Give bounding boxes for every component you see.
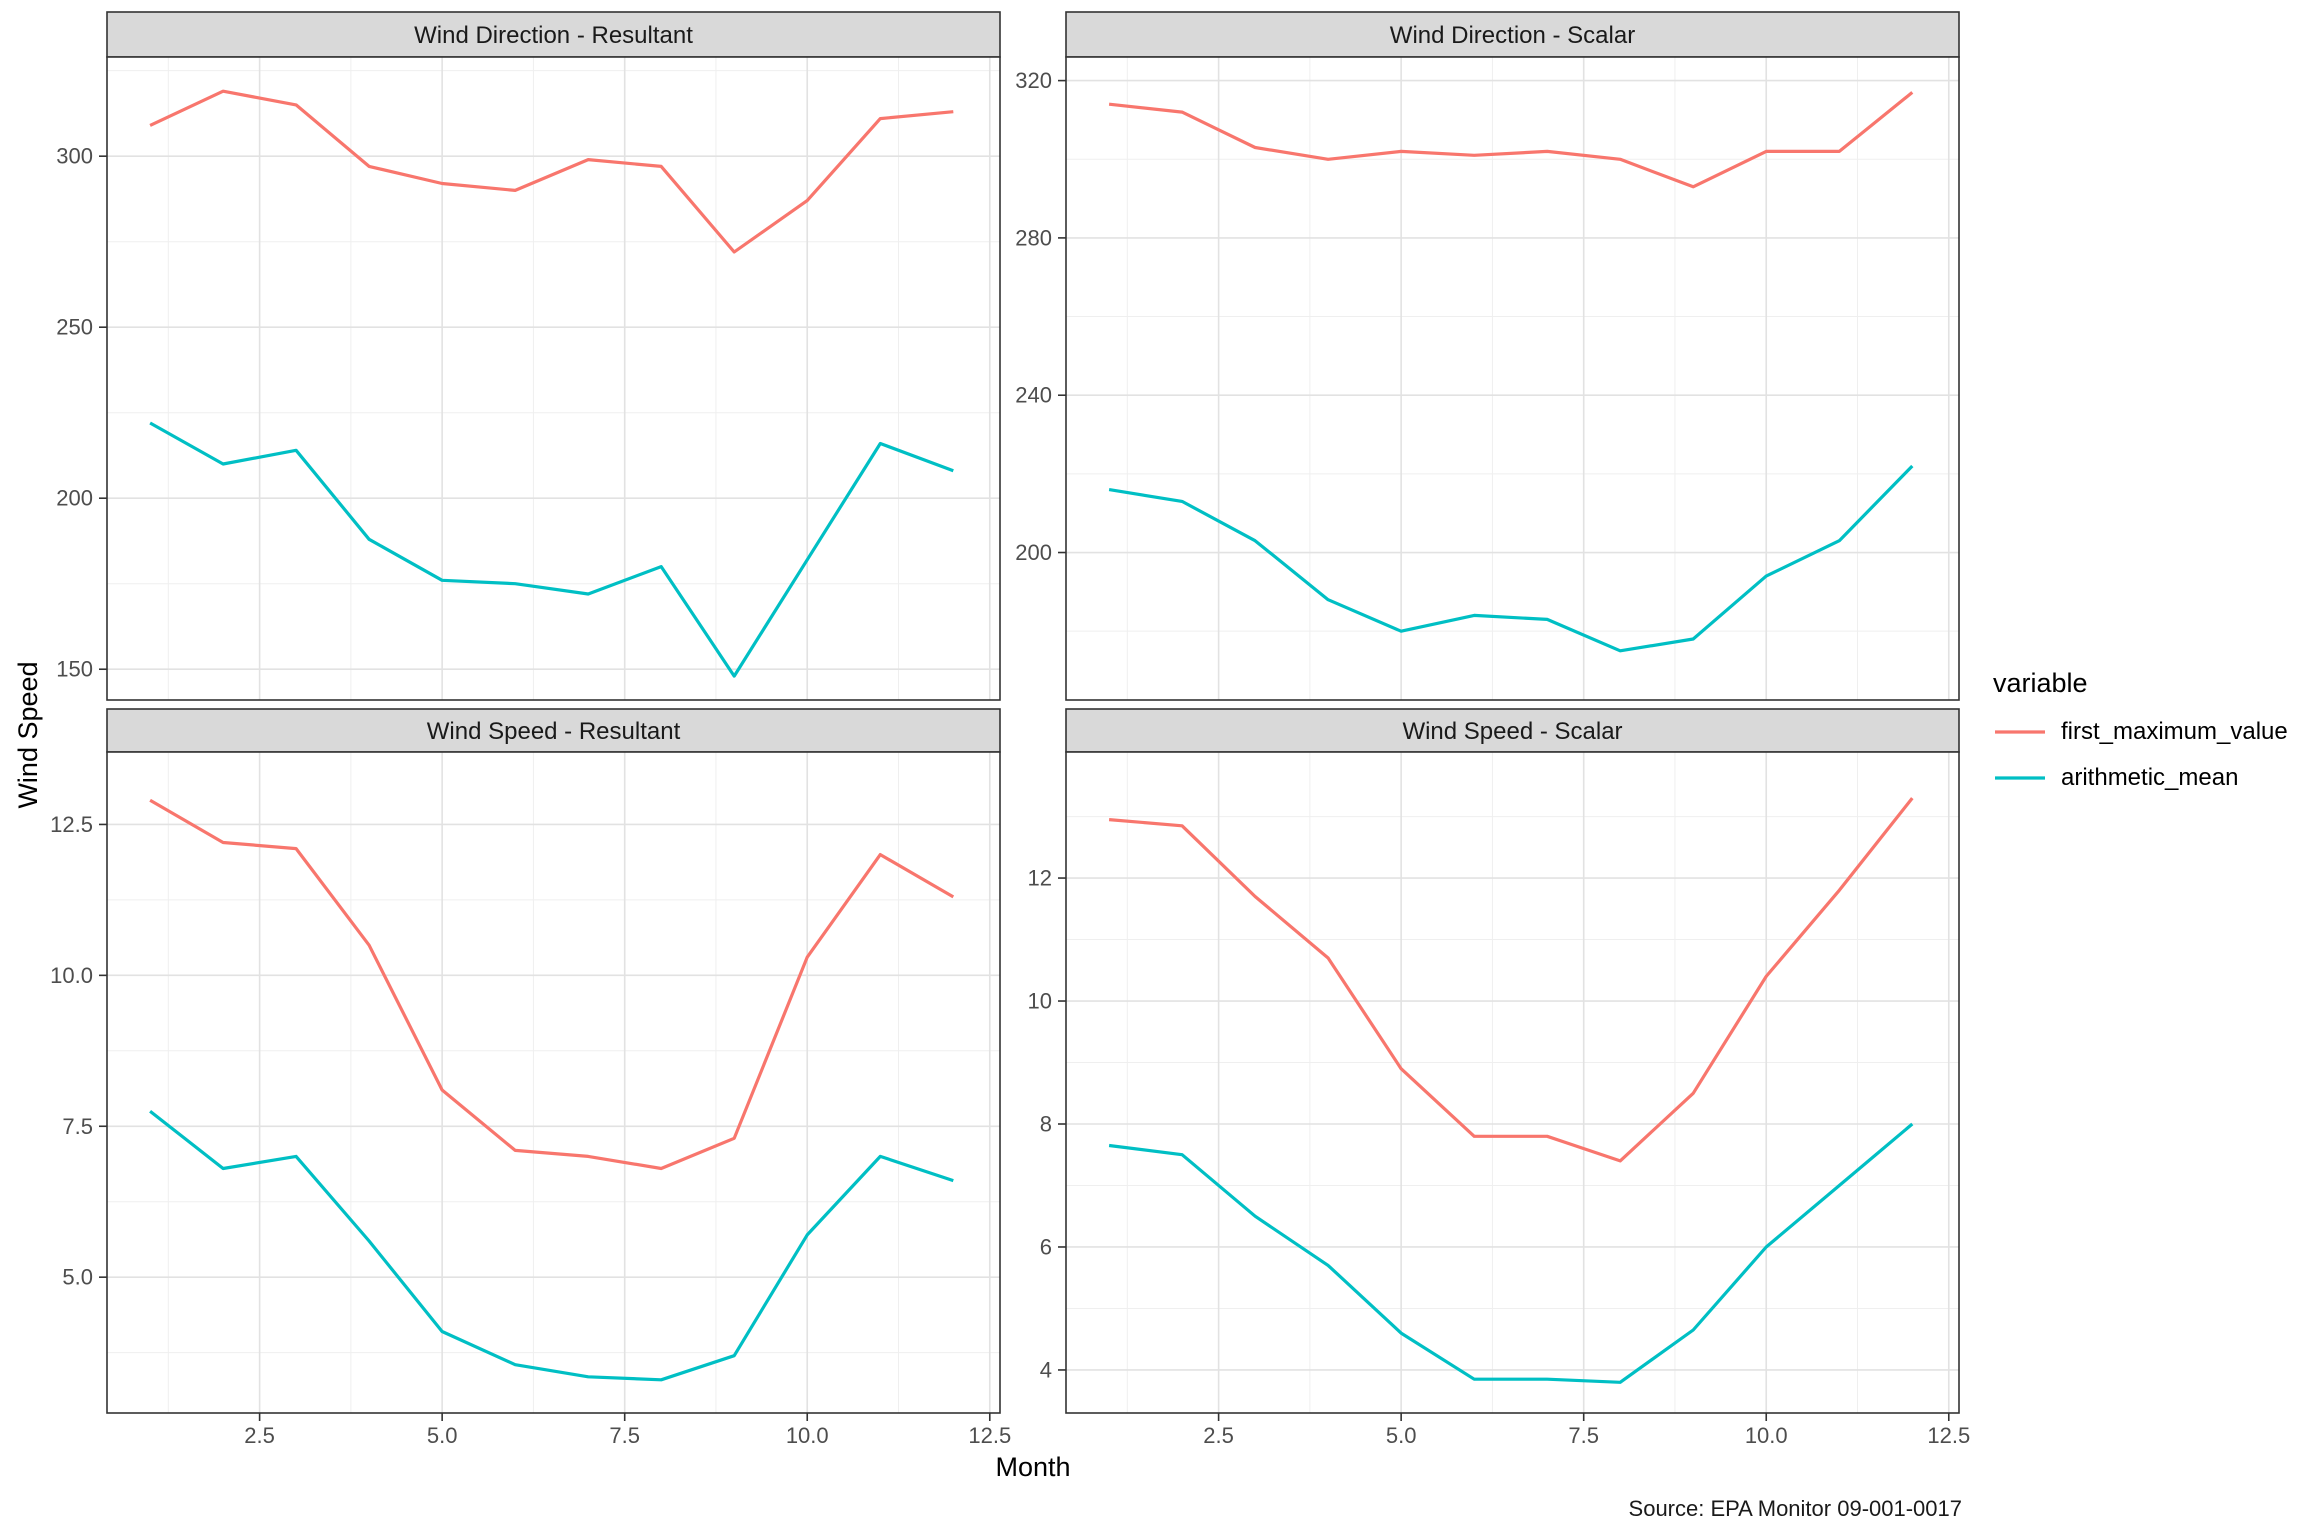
legend-key-line-arithmetic-mean	[1995, 776, 2045, 780]
series-line-arithmetic-mean	[149, 1109, 954, 1382]
x-axis-title: Month	[995, 1452, 1071, 1482]
panel-background	[1066, 752, 1959, 1413]
y-tick-label: 5.0	[62, 1265, 93, 1290]
legend: variable first_maximum_value arithmetic_…	[1993, 668, 2304, 809]
facet-wind-direction-resultant: Wind Direction - Resultant 150 200 250 300	[56, 11, 1001, 701]
y-tick-label: 320	[1015, 68, 1052, 93]
x-tick-label: 10.0	[1745, 1423, 1788, 1448]
legend-item-arithmetic-mean: arithmetic_mean	[1993, 763, 2304, 793]
y-tick-label: 12	[1028, 866, 1052, 891]
x-tick-label: 12.5	[1927, 1423, 1970, 1448]
series-line-first-maximum-value	[149, 89, 954, 254]
legend-item-first-maximum-value: first_maximum_value	[1993, 717, 2304, 747]
x-tick-label: 10.0	[786, 1423, 829, 1448]
x-tick-label: 2.5	[244, 1423, 275, 1448]
panel-background	[107, 57, 1000, 700]
facet-wind-direction-scalar: Wind Direction - Scalar 200 240 280 320	[1015, 11, 1960, 701]
legend-label-first-maximum-value: first_maximum_value	[2061, 718, 2288, 745]
x-tick-label: 5.0	[427, 1423, 458, 1448]
series-line-first-maximum-value	[1108, 91, 1914, 189]
strip-title-wind-speed-scalar: Wind Speed - Scalar	[1402, 718, 1622, 745]
strip-title-wind-speed-resultant: Wind Speed - Resultant	[427, 718, 681, 745]
series-line-first-maximum-value	[149, 798, 955, 1171]
series-line-arithmetic-mean	[1108, 1122, 1914, 1384]
panel-border	[1065, 56, 1960, 701]
legend-title: variable	[1993, 668, 2088, 698]
panel-background	[107, 752, 1000, 1413]
y-tick-label: 200	[1015, 540, 1052, 565]
panel-border	[106, 751, 1001, 1414]
facet-strip	[106, 11, 1001, 58]
y-tick-label: 7.5	[62, 1114, 93, 1139]
facet-wind-speed-scalar: Wind Speed - Scalar 4 6 8 10 12 2.5 5.0 7.5 10.0 1…	[1028, 708, 1970, 1448]
panel-background	[1066, 57, 1959, 700]
y-tick-label: 6	[1040, 1234, 1052, 1259]
y-tick-label: 10.0	[50, 963, 93, 988]
panel-border	[106, 56, 1001, 701]
source-caption: Source: EPA Monitor 09-001-0017	[1628, 1496, 1962, 1521]
y-tick-label: 250	[56, 315, 93, 340]
strip-title-wind-direction-scalar: Wind Direction - Scalar	[1390, 22, 1635, 49]
y-tick-label: 12.5	[50, 812, 93, 837]
y-tick-label: 150	[56, 657, 93, 682]
x-tick-label: 7.5	[1568, 1423, 1599, 1448]
series-line-first-maximum-value	[1108, 797, 1914, 1163]
y-tick-label: 8	[1040, 1112, 1052, 1137]
y-tick-label: 4	[1040, 1357, 1052, 1382]
y-tick-label: 200	[56, 486, 93, 511]
legend-key-line-first-maximum-value	[1995, 730, 2045, 734]
x-tick-label: 7.5	[609, 1423, 640, 1448]
facet-wind-speed-resultant: Wind Speed - Resultant 5.0 7.5 10.0 12.5 2.5 5…	[50, 708, 1011, 1448]
panel-border	[1065, 751, 1960, 1414]
y-tick-label: 240	[1015, 383, 1052, 408]
facet-strip	[1065, 708, 1960, 753]
x-tick-label: 12.5	[968, 1423, 1011, 1448]
facet-strip	[106, 708, 1001, 753]
series-line-arithmetic-mean	[1108, 464, 1914, 653]
legend-label-arithmetic-mean: arithmetic_mean	[2061, 764, 2239, 791]
facet-strip	[1065, 11, 1960, 58]
series-line-arithmetic-mean	[149, 421, 954, 678]
x-tick-label: 2.5	[1203, 1423, 1234, 1448]
y-tick-label: 300	[56, 144, 93, 169]
strip-title-wind-direction-resultant: Wind Direction - Resultant	[414, 22, 693, 49]
x-tick-label: 5.0	[1386, 1423, 1417, 1448]
y-tick-label: 280	[1015, 225, 1052, 250]
y-tick-label: 10	[1028, 989, 1052, 1014]
y-axis-title: Wind Speed	[13, 661, 43, 809]
